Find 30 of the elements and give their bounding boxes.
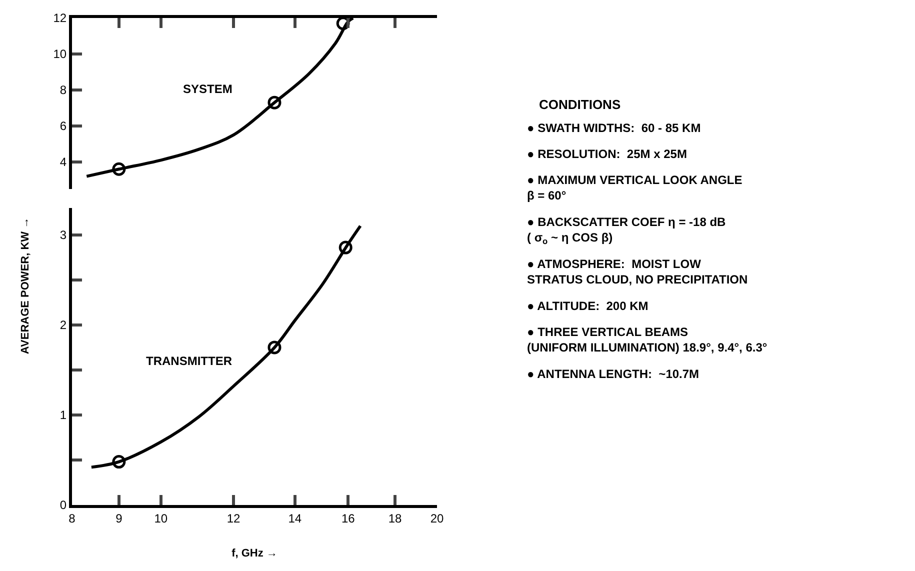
- text: SYSTEM: [183, 82, 232, 96]
- text: CONDITIONS: [539, 97, 621, 112]
- text: ● ATMOSPHERE: MOIST LOW STRATUS CLOUD, NO PRECIPITATION: [527, 257, 748, 287]
- x-tick-label: 12: [226, 511, 241, 526]
- text: ● THREE VERTICAL BEAMS (UNIFORM ILLUMINATION) 18.9°, 9.4°, 6.3°: [527, 325, 768, 355]
- x-tick-label: 14: [288, 511, 302, 526]
- x-axis-title: f, GHz →: [232, 548, 278, 560]
- text: ● RESOLUTION: 25M x 25M: [527, 147, 687, 161]
- x-tick-label: 10: [154, 511, 168, 526]
- series-label: TRANSMITTER: [146, 354, 232, 368]
- text: ● MAXIMUM VERTICAL LOOK ANGLE β = 60°: [527, 173, 742, 203]
- text: ● BACKSCATTER COEF η = -18 dB ( σ$_{o}$ ~ η COS β): [527, 215, 726, 246]
- x-tick-label: 16: [341, 511, 356, 526]
- text: ● ALTITUDE: 200 KM: [527, 299, 648, 313]
- text: ● SWATH WIDTHS: 60 - 85 KM: [527, 121, 701, 135]
- y-axis-title: AVERAGE POWER, KW →: [19, 217, 32, 354]
- y-tick-label: 1: [60, 408, 67, 422]
- y-tick-label: 12: [53, 11, 67, 26]
- y-tick-label: 0: [60, 498, 67, 512]
- y-tick-label: 4: [60, 155, 67, 170]
- y-tick-label: 2: [60, 318, 67, 332]
- x-tick-label: 9: [116, 511, 123, 526]
- x-tick-label: 20: [430, 511, 444, 526]
- y-tick-label: 3: [60, 228, 67, 242]
- x-tick-label: 18: [388, 511, 402, 526]
- text: ● ANTENNA LENGTH: ~10.7M: [527, 367, 700, 381]
- y-tick-label: 10: [53, 47, 67, 62]
- y-tick-label: 6: [60, 119, 67, 134]
- y-tick-label: 8: [60, 83, 67, 98]
- x-tick-label: 8: [68, 511, 76, 526]
